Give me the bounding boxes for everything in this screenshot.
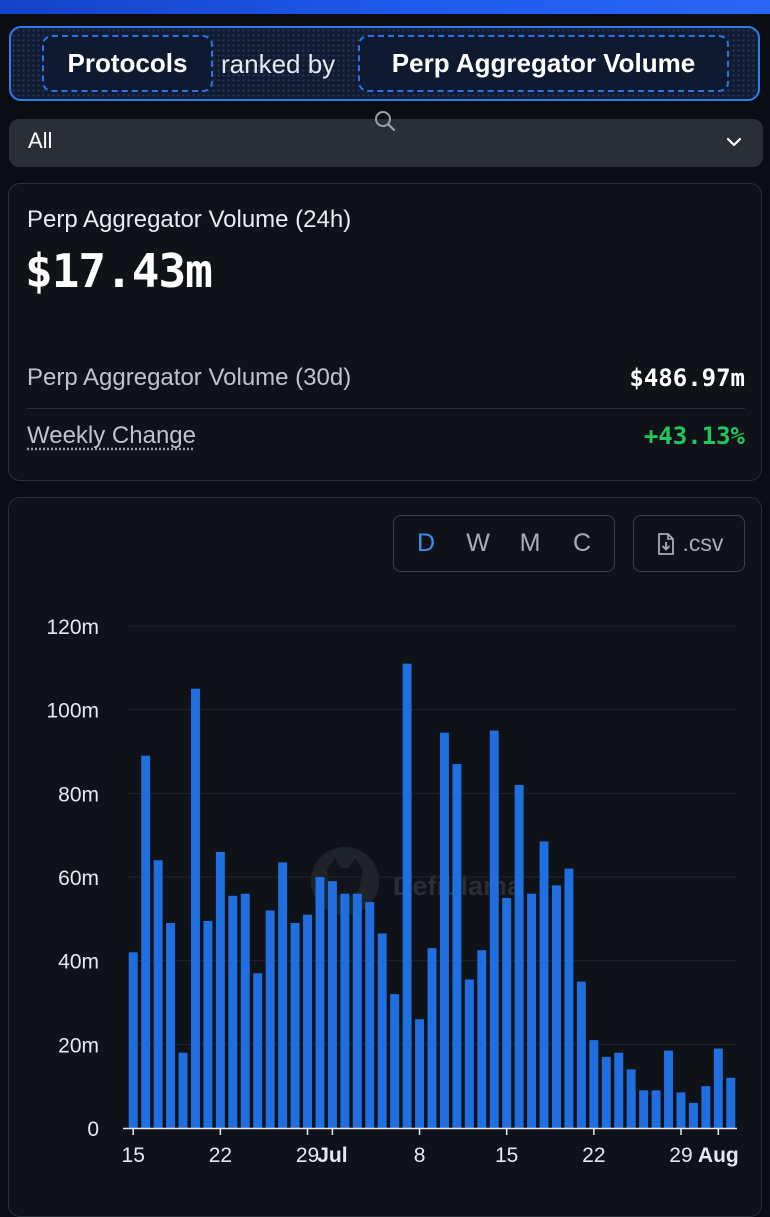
- x-tick-label: 29: [669, 1144, 692, 1167]
- x-tick-label: Jul: [317, 1144, 347, 1167]
- period-button-c[interactable]: C: [572, 529, 592, 557]
- top-accent-bar: [0, 0, 770, 14]
- chart-bar[interactable]: [477, 950, 487, 1128]
- volume-30d-value: $486.97m: [629, 364, 745, 392]
- x-tick-label: 15: [122, 1144, 145, 1167]
- y-tick-label: 20m: [58, 1034, 99, 1057]
- chart-bar[interactable]: [415, 1019, 425, 1128]
- period-button-d[interactable]: D: [416, 529, 436, 557]
- metric-selector-button[interactable]: Perp Aggregator Volume: [358, 35, 729, 92]
- chart-bar[interactable]: [203, 920, 213, 1128]
- chart-bar[interactable]: [303, 914, 312, 1128]
- period-button-m[interactable]: M: [519, 529, 541, 557]
- chart-bar[interactable]: [377, 933, 387, 1128]
- chart-bar[interactable]: [626, 1069, 636, 1128]
- y-tick-label: 80m: [58, 783, 99, 806]
- search-icon[interactable]: [372, 108, 398, 134]
- chart-bar[interactable]: [253, 973, 263, 1128]
- chart-bar[interactable]: [166, 923, 176, 1128]
- chart-bar[interactable]: [701, 1086, 711, 1128]
- chart-bar[interactable]: [327, 881, 337, 1128]
- chart-bar[interactable]: [514, 784, 524, 1128]
- y-tick-label: 120m: [46, 616, 99, 639]
- download-file-icon: [657, 532, 674, 555]
- weekly-change-row: Weekly Change +43.13%: [27, 410, 745, 466]
- volume-30d-row: Perp Aggregator Volume (30d) $486.97m: [27, 352, 745, 409]
- chart-bar[interactable]: [278, 862, 288, 1128]
- chart-bar[interactable]: [688, 1102, 698, 1128]
- volume-30d-label: Perp Aggregator Volume (30d): [27, 364, 352, 391]
- volume-24h-value: $17.43m: [25, 244, 213, 298]
- x-tick-label: 22: [209, 1144, 232, 1167]
- chart-bar[interactable]: [190, 688, 200, 1128]
- chart-bar[interactable]: [365, 902, 375, 1128]
- weekly-change-label[interactable]: Weekly Change: [27, 422, 196, 449]
- chart-bar[interactable]: [340, 893, 350, 1128]
- y-tick-label: 60m: [58, 867, 99, 890]
- chart-bar[interactable]: [390, 994, 400, 1128]
- chart-bar[interactable]: [464, 979, 474, 1128]
- chart-bar[interactable]: [315, 877, 325, 1128]
- x-tick-label: 29: [296, 1144, 319, 1167]
- chart-bar[interactable]: [676, 1092, 686, 1128]
- period-button-w[interactable]: W: [466, 529, 490, 557]
- y-tick-label: 100m: [46, 700, 99, 723]
- ranked-by-text: ranked by: [221, 49, 336, 79]
- chart-bar[interactable]: [141, 755, 151, 1128]
- chart-bar[interactable]: [128, 952, 138, 1128]
- chart-bar[interactable]: [290, 923, 300, 1128]
- chart-bar[interactable]: [452, 764, 462, 1128]
- ranking-selector: Protocols ranked by Perp Aggregator Volu…: [9, 26, 760, 101]
- chart-bar[interactable]: [240, 893, 250, 1128]
- category-filter-dropdown[interactable]: All: [9, 119, 763, 167]
- chart-bar[interactable]: [439, 732, 449, 1128]
- chart-bar[interactable]: [178, 1052, 188, 1128]
- chart-bar[interactable]: [564, 868, 574, 1128]
- chart-bar[interactable]: [489, 730, 499, 1128]
- chart-bar[interactable]: [402, 663, 412, 1128]
- category-filter-value: All: [28, 128, 53, 153]
- chart-bar[interactable]: [601, 1056, 611, 1128]
- chart-bar[interactable]: [589, 1040, 599, 1128]
- chart-bar[interactable]: [153, 860, 163, 1128]
- chart-bar[interactable]: [713, 1048, 723, 1128]
- summary-stats-card: Perp Aggregator Volume (24h) $17.43m Per…: [8, 183, 762, 481]
- entity-selector-label: Protocols: [67, 48, 188, 78]
- chart-bar[interactable]: [664, 1050, 674, 1128]
- chart-bar[interactable]: [427, 948, 437, 1128]
- x-tick-label: 8: [414, 1144, 426, 1167]
- chart-bar[interactable]: [265, 910, 275, 1128]
- x-tick-label: Aug: [698, 1144, 739, 1167]
- volume-24h-label: Perp Aggregator Volume (24h): [27, 206, 352, 233]
- chart-bar[interactable]: [552, 885, 561, 1128]
- entity-selector-button[interactable]: Protocols: [42, 35, 213, 92]
- download-csv-label: .csv: [682, 530, 724, 556]
- chevron-down-icon: [726, 137, 742, 147]
- chart-bar[interactable]: [614, 1052, 624, 1128]
- x-tick-label: 22: [582, 1144, 605, 1167]
- y-tick-label: 0: [87, 1118, 99, 1141]
- chart-bar[interactable]: [651, 1090, 661, 1128]
- download-csv-button[interactable]: .csv: [633, 515, 745, 572]
- chart-bar[interactable]: [228, 895, 238, 1128]
- x-tick-label: 15: [495, 1144, 518, 1167]
- metric-selector-label: Perp Aggregator Volume: [391, 48, 696, 78]
- chart-bar[interactable]: [502, 897, 512, 1128]
- weekly-change-value: +43.13%: [643, 422, 745, 450]
- chart-bar[interactable]: [726, 1077, 736, 1128]
- y-tick-label: 40m: [58, 951, 99, 974]
- chart-bar[interactable]: [527, 893, 537, 1128]
- chart-bar[interactable]: [215, 851, 225, 1128]
- chart-bar[interactable]: [576, 981, 586, 1128]
- chart-bar[interactable]: [352, 893, 362, 1128]
- chart-bar[interactable]: [639, 1090, 649, 1128]
- chart-bar[interactable]: [539, 841, 549, 1128]
